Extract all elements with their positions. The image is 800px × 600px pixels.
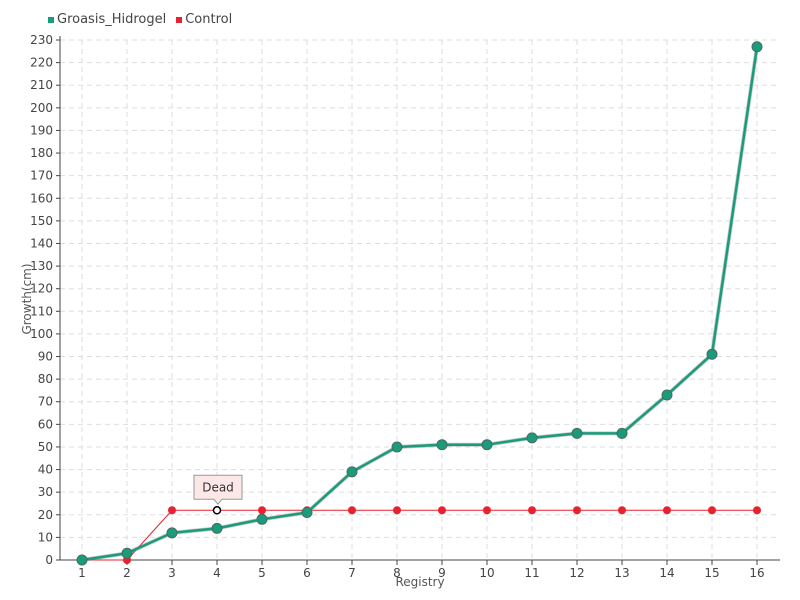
point-control bbox=[708, 506, 716, 515]
legend-label-groasis: Groasis_Hidrogel bbox=[57, 12, 167, 27]
point-groasis-hidrogel bbox=[211, 522, 223, 534]
x-tick-label: 14 bbox=[659, 566, 674, 580]
y-tick-label: 40 bbox=[38, 463, 53, 477]
y-tick-label: 130 bbox=[30, 259, 53, 273]
point-groasis-hidrogel bbox=[76, 554, 88, 566]
annotation-marker bbox=[212, 506, 222, 515]
point-groasis-hidrogel bbox=[166, 527, 178, 539]
point-control bbox=[753, 506, 761, 515]
y-tick-label: 80 bbox=[38, 372, 53, 386]
y-tick-label: 60 bbox=[38, 417, 53, 431]
point-control bbox=[528, 506, 536, 515]
y-tick-label: 190 bbox=[30, 123, 53, 137]
y-tick-label: 70 bbox=[38, 395, 53, 409]
chart-legend: Groasis_Hidrogel Control bbox=[48, 12, 232, 27]
series-line-groasis-hidrogel bbox=[81, 46, 759, 562]
point-groasis-hidrogel bbox=[436, 439, 448, 451]
y-tick-label: 50 bbox=[38, 440, 53, 454]
y-tick-label: 140 bbox=[30, 236, 53, 250]
point-groasis-hidrogel bbox=[616, 427, 628, 439]
x-tick-label: 7 bbox=[348, 566, 356, 580]
x-tick-label: 12 bbox=[569, 566, 584, 580]
x-tick-label: 15 bbox=[704, 566, 719, 580]
x-tick-label: 13 bbox=[614, 566, 629, 580]
point-groasis-hidrogel bbox=[526, 432, 538, 444]
legend-item-groasis[interactable]: Groasis_Hidrogel bbox=[48, 12, 166, 27]
point-groasis-hidrogel bbox=[751, 41, 763, 53]
y-tick-label: 200 bbox=[30, 101, 53, 115]
point-groasis-hidrogel bbox=[571, 427, 583, 439]
x-tick-label: 4 bbox=[213, 566, 221, 580]
point-control bbox=[618, 506, 626, 515]
point-control bbox=[348, 506, 356, 515]
x-tick-label: 16 bbox=[749, 566, 764, 580]
y-tick-label: 160 bbox=[30, 191, 53, 205]
y-tick-label: 0 bbox=[45, 553, 53, 567]
y-tick-label: 120 bbox=[30, 282, 53, 296]
point-control bbox=[573, 506, 581, 515]
legend-swatch-control bbox=[176, 16, 183, 23]
legend-swatch-groasis bbox=[48, 16, 54, 23]
point-groasis-hidrogel bbox=[481, 439, 493, 451]
axes: 0102030405060708090100110120130140150160… bbox=[30, 33, 780, 580]
point-control bbox=[258, 506, 266, 515]
point-control bbox=[438, 506, 446, 515]
legend-label-control: Control bbox=[185, 12, 233, 27]
point-control bbox=[393, 506, 401, 515]
annotation-box bbox=[193, 474, 243, 506]
point-groasis-hidrogel bbox=[121, 547, 133, 559]
y-tick-label: 100 bbox=[30, 327, 53, 341]
x-tick-label: 2 bbox=[123, 566, 131, 580]
y-tick-label: 90 bbox=[38, 350, 53, 364]
point-groasis-hidrogel bbox=[391, 441, 403, 453]
y-tick-label: 110 bbox=[30, 304, 53, 318]
point-groasis-hidrogel bbox=[706, 348, 718, 360]
point-groasis-hidrogel bbox=[301, 507, 313, 519]
point-control bbox=[663, 506, 671, 515]
point-groasis-hidrogel bbox=[661, 389, 673, 401]
annotation-label: Dead bbox=[202, 480, 234, 494]
y-tick-label: 180 bbox=[30, 146, 53, 160]
y-axis-title: Growth(cm) bbox=[20, 263, 34, 334]
y-tick-label: 150 bbox=[30, 214, 53, 228]
x-tick-label: 9 bbox=[438, 566, 446, 580]
x-tick-label: 1 bbox=[78, 566, 86, 580]
series-line-control bbox=[82, 509, 757, 561]
x-tick-label: 3 bbox=[168, 566, 176, 580]
point-control bbox=[168, 506, 176, 515]
y-tick-label: 30 bbox=[38, 485, 53, 499]
series-layer bbox=[76, 41, 763, 566]
y-tick-label: 230 bbox=[30, 33, 53, 47]
y-tick-label: 20 bbox=[38, 508, 53, 522]
y-tick-label: 170 bbox=[30, 169, 53, 183]
x-tick-label: 11 bbox=[524, 566, 539, 580]
legend-item-control[interactable]: Control bbox=[176, 12, 232, 27]
point-control bbox=[483, 506, 491, 515]
y-tick-label: 210 bbox=[30, 78, 53, 92]
series-shadow-groasis-hidrogel bbox=[81, 46, 759, 562]
x-axis-title: Registry bbox=[395, 575, 444, 589]
y-tick-label: 220 bbox=[30, 56, 53, 70]
y-tick-label: 10 bbox=[38, 530, 53, 544]
point-groasis-hidrogel bbox=[346, 466, 358, 478]
x-tick-label: 10 bbox=[479, 566, 494, 580]
x-tick-label: 6 bbox=[303, 566, 311, 580]
x-tick-label: 5 bbox=[258, 566, 266, 580]
grid bbox=[60, 39, 780, 560]
x-tick-label: 8 bbox=[393, 566, 401, 580]
point-groasis-hidrogel bbox=[256, 513, 268, 525]
annotation-layer: Dead bbox=[193, 474, 243, 515]
